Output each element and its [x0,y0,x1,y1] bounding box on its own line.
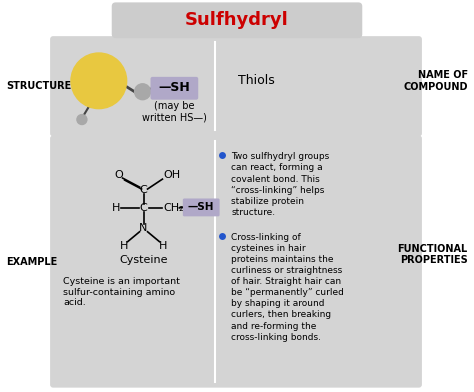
Text: STRUCTURE: STRUCTURE [6,81,72,91]
Text: C: C [140,203,147,213]
Text: O: O [114,170,123,180]
Circle shape [135,84,151,100]
Text: Two sulfhydryl groups
can react, forming a
covalent bond. This
“cross-linking” h: Two sulfhydryl groups can react, forming… [231,152,329,217]
Text: NAME OF
COMPOUND: NAME OF COMPOUND [403,70,468,92]
Text: FUNCTIONAL
PROPERTIES: FUNCTIONAL PROPERTIES [397,244,468,265]
FancyBboxPatch shape [183,198,219,216]
Text: N: N [139,223,148,233]
FancyBboxPatch shape [50,36,422,136]
Text: —SH: —SH [158,81,190,94]
Circle shape [77,114,87,125]
Text: H: H [119,241,128,250]
Text: OH: OH [164,170,181,180]
Text: Thiols: Thiols [238,74,275,87]
Text: EXAMPLE: EXAMPLE [6,256,58,267]
Circle shape [71,53,127,109]
Text: —SH: —SH [188,202,214,212]
FancyBboxPatch shape [151,77,198,100]
Text: Sulfhydryl: Sulfhydryl [185,11,289,29]
Text: H: H [111,203,120,213]
Text: Cysteine is an important
sulfur-containing amino
acid.: Cysteine is an important sulfur-containi… [63,278,180,307]
Text: (may be
written HS—): (may be written HS—) [142,101,207,122]
Text: CH₂: CH₂ [164,203,184,213]
Text: Cysteine: Cysteine [119,254,168,265]
Text: H: H [159,241,168,250]
Text: C: C [140,185,147,195]
Text: Cross-linking of
cysteines in hair
proteins maintains the
curliness or straightn: Cross-linking of cysteines in hair prote… [231,233,344,342]
FancyBboxPatch shape [50,135,422,388]
FancyBboxPatch shape [112,2,362,38]
